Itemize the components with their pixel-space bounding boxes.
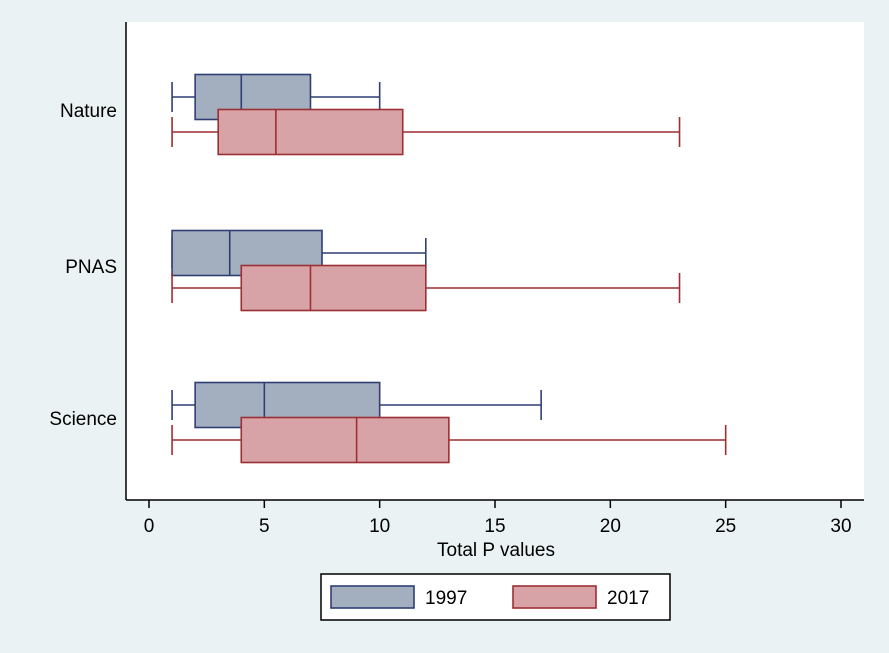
legend: 1997 2017 bbox=[320, 573, 671, 621]
x-tick-label-0: 0 bbox=[144, 516, 155, 537]
boxes-layer bbox=[171, 73, 727, 464]
box-2017-nature bbox=[171, 108, 681, 156]
x-tick-label-5: 5 bbox=[259, 516, 270, 537]
x-axis-label: Total P values bbox=[437, 540, 555, 561]
x-tick-label-25: 25 bbox=[715, 516, 736, 537]
y-category-label-science: Science bbox=[49, 409, 117, 430]
x-tick-label-15: 15 bbox=[484, 516, 505, 537]
legend-label-1997: 1997 bbox=[425, 588, 467, 609]
y-category-label-pnas: PNAS bbox=[65, 257, 117, 278]
box-2017-science bbox=[171, 416, 727, 464]
legend-swatch-2017 bbox=[512, 585, 597, 609]
iqr-box-2017-nature bbox=[217, 108, 404, 156]
x-tick-label-20: 20 bbox=[600, 516, 621, 537]
x-tick-label-30: 30 bbox=[830, 516, 851, 537]
legend-frame bbox=[320, 573, 671, 621]
legend-swatch-1997 bbox=[330, 585, 415, 609]
x-tick-label-10: 10 bbox=[369, 516, 390, 537]
iqr-box-2017-pnas bbox=[240, 264, 427, 312]
axes-layer: 0 5 10 15 20 25 30 Nature PNAS Science bbox=[49, 22, 864, 537]
iqr-box-2017-science bbox=[240, 416, 450, 464]
y-category-label-nature: Nature bbox=[60, 101, 117, 122]
legend-label-2017: 2017 bbox=[607, 588, 649, 609]
box-2017-pnas bbox=[171, 264, 681, 312]
